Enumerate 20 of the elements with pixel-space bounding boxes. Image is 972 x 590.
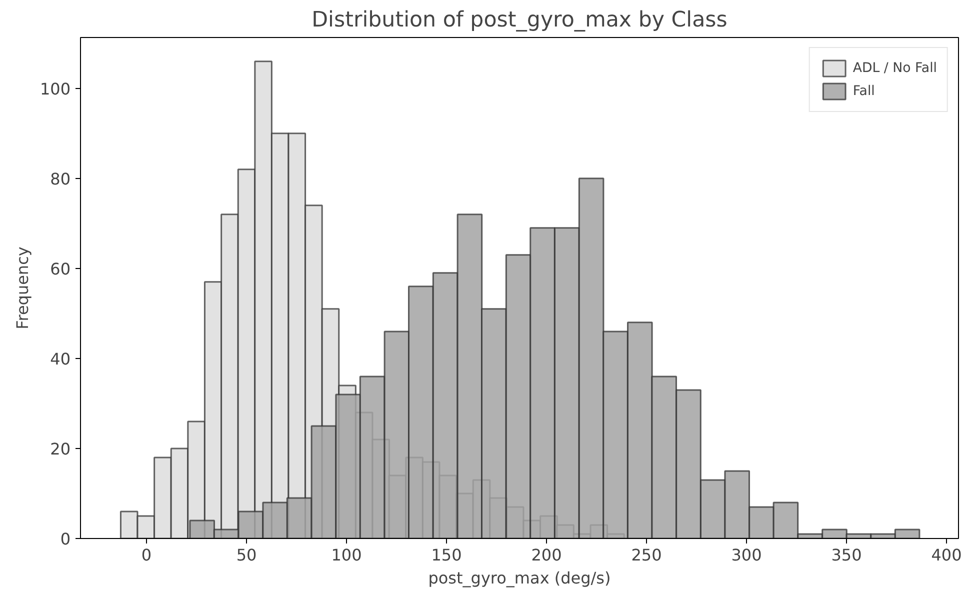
x-tick-label: 200 (531, 546, 562, 564)
legend-label: ADL / No Fall (852, 60, 937, 76)
x-tick-label: 50 (236, 546, 257, 564)
legend-label: Fall (852, 84, 875, 98)
y-tick-label: 100 (40, 79, 71, 98)
y-axis-title: Frequency (12, 246, 32, 330)
y-tick-label: 60 (50, 259, 70, 278)
x-axis-title: post_gyro_max (deg/s) (428, 568, 611, 588)
x-tick-label: 0 (141, 546, 152, 564)
x-tick-label: 100 (331, 546, 362, 564)
x-tick-label: 350 (831, 546, 862, 564)
x-tick-label: 150 (431, 546, 462, 564)
y-tick-label: 80 (50, 169, 70, 188)
y-tick-label: 40 (50, 349, 70, 368)
y-tick-label: 20 (50, 439, 70, 458)
x-tick-label: 300 (731, 546, 762, 564)
chart-title: Distribution of post_gyro_max by Class (312, 8, 728, 32)
x-tick-label: 400 (931, 546, 962, 564)
y-tick-label: 0 (60, 530, 71, 548)
x-tick-label: 250 (631, 546, 662, 564)
